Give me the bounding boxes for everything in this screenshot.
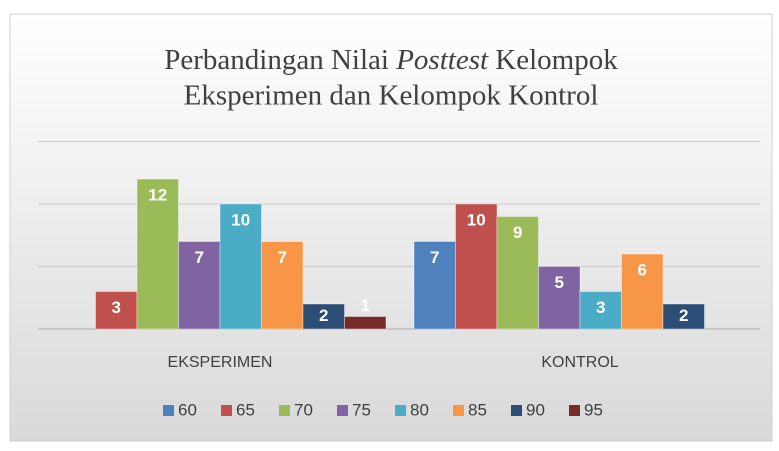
data-label: 6 bbox=[638, 260, 647, 279]
legend-swatch bbox=[221, 405, 232, 416]
bar bbox=[621, 253, 664, 330]
data-label: 3 bbox=[596, 298, 605, 317]
data-label: 5 bbox=[555, 273, 564, 292]
legend-swatch bbox=[453, 405, 464, 416]
data-label: 9 bbox=[513, 223, 522, 242]
data-label: 7 bbox=[430, 248, 439, 267]
data-label: 7 bbox=[278, 248, 287, 267]
legend-label: 80 bbox=[410, 400, 429, 419]
legend-swatch bbox=[569, 405, 580, 416]
title-part: Perbandingan Nilai bbox=[164, 44, 389, 76]
data-label: 1 bbox=[361, 296, 370, 315]
bar bbox=[178, 241, 221, 330]
data-label: 12 bbox=[148, 185, 167, 204]
legend-swatch bbox=[337, 405, 348, 416]
x-tick-label: EKSPERIMEN bbox=[168, 354, 273, 371]
bar bbox=[496, 216, 539, 330]
chart-title: Eksperimen dan Kelompok Kontrol bbox=[184, 80, 599, 112]
legend-label: 85 bbox=[468, 400, 487, 419]
x-tick-label: KONTROL bbox=[541, 354, 618, 371]
bar bbox=[538, 266, 581, 330]
data-label: 10 bbox=[467, 210, 486, 229]
title-part: Posttest bbox=[395, 44, 489, 76]
chart-area bbox=[9, 13, 773, 442]
data-label: 3 bbox=[112, 298, 121, 317]
bar bbox=[261, 241, 304, 330]
chart-title: Perbandingan Nilai Posttest Kelompok bbox=[164, 44, 618, 76]
bar bbox=[579, 291, 622, 330]
bar bbox=[136, 178, 179, 330]
legend-label: 60 bbox=[178, 400, 197, 419]
bar bbox=[302, 303, 345, 330]
legend-swatch bbox=[511, 405, 522, 416]
bar bbox=[662, 303, 705, 330]
legend-label: 70 bbox=[294, 400, 313, 419]
legend-swatch bbox=[279, 405, 290, 416]
legend-swatch bbox=[395, 405, 406, 416]
data-label: 7 bbox=[195, 248, 204, 267]
data-label: 10 bbox=[231, 210, 250, 229]
bar bbox=[95, 291, 138, 330]
legend-label: 65 bbox=[236, 400, 255, 419]
data-label: 2 bbox=[679, 306, 688, 325]
legend-label: 75 bbox=[352, 400, 371, 419]
data-label: 2 bbox=[319, 306, 328, 325]
bar bbox=[344, 316, 387, 330]
legend-label: 95 bbox=[584, 400, 603, 419]
title-part: Kelompok bbox=[495, 44, 618, 76]
bar bbox=[219, 203, 262, 330]
legend-label: 90 bbox=[526, 400, 545, 419]
legend-swatch bbox=[163, 405, 174, 416]
